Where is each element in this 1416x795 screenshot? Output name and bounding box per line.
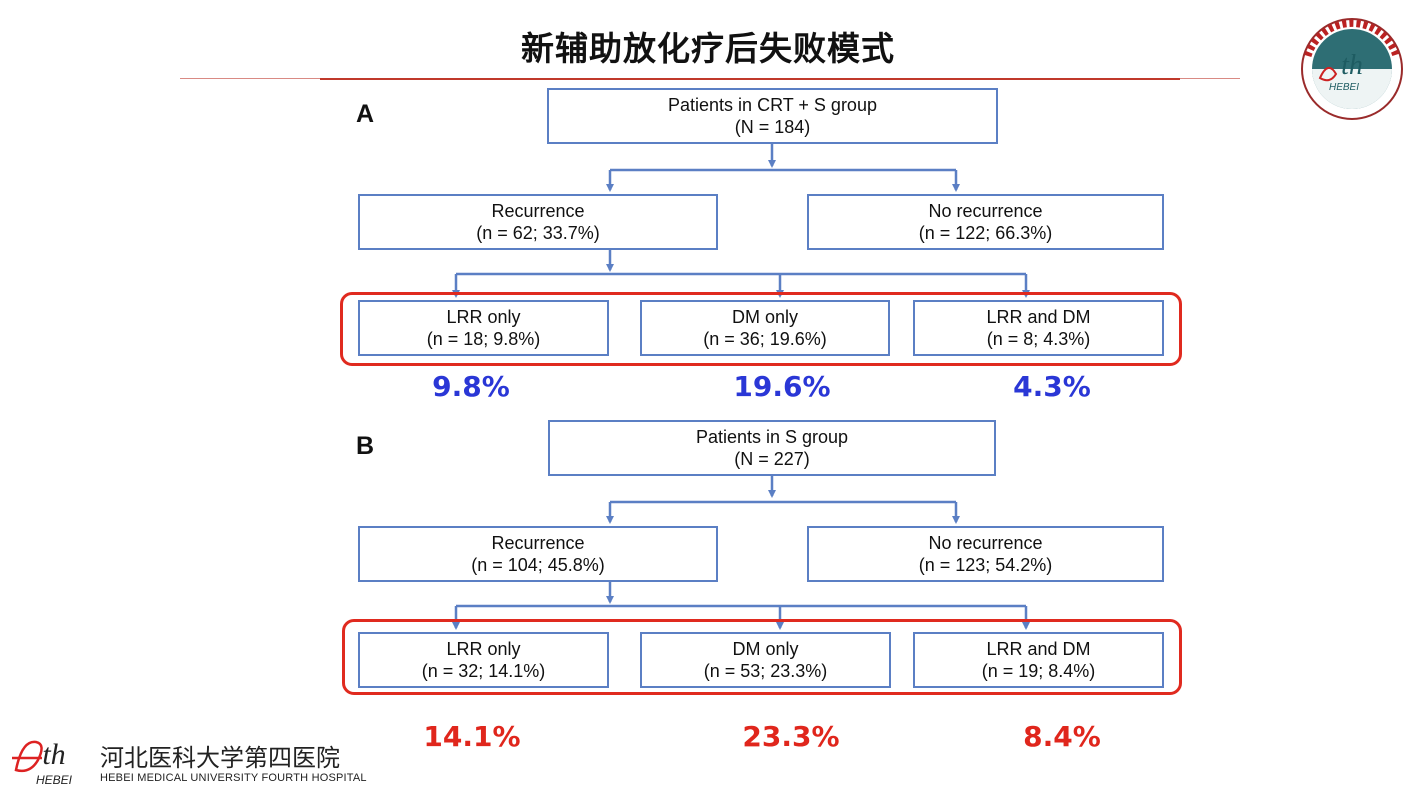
panel-a-lrr-node: LRR only (n = 18; 9.8%) <box>358 300 609 356</box>
node-line-2: (n = 123; 54.2%) <box>918 555 1053 575</box>
panel-b-callout-lrr: 14.1% <box>423 720 521 753</box>
panel-b-callout-dm: 23.3% <box>742 720 840 753</box>
node-line-1: LRR only <box>446 307 521 327</box>
panel-b-both-node: LRR and DM (n = 19; 8.4%) <box>913 632 1164 688</box>
node-line-1: Patients in CRT + S group <box>668 95 877 115</box>
title-rule-left <box>180 78 320 79</box>
panel-b-letter: B <box>356 432 375 460</box>
panel-b-lrr-node: LRR only (n = 32; 14.1%) <box>358 632 609 688</box>
node-line-1: Recurrence <box>491 201 585 221</box>
svg-text:HEBEI: HEBEI <box>36 773 73 787</box>
panel-a-callout-both: 4.3% <box>1013 370 1091 403</box>
panel-a-root-node: Patients in CRT + S group (N = 184) <box>547 88 998 144</box>
panel-a-callout-dm: 19.6% <box>733 370 831 403</box>
node-line-2: (N = 184) <box>734 117 811 137</box>
node-line-2: (N = 227) <box>734 449 810 469</box>
node-line-1: No recurrence <box>928 201 1043 221</box>
node-line-1: Patients in S group <box>695 427 849 447</box>
hospital-logo-icon: th HEBEI <box>12 738 73 787</box>
panel-b-no-recurrence-node: No recurrence (n = 123; 54.2%) <box>807 526 1164 582</box>
panel-b-callout-both: 8.4% <box>1023 720 1101 753</box>
node-line-2: (n = 18; 9.8%) <box>426 329 541 349</box>
panel-a-dm-node: DM only (n = 36; 19.6%) <box>640 300 890 356</box>
panel-a-highlight-frame <box>340 292 1182 366</box>
panel-a-letter: A <box>356 100 375 128</box>
panel-a-no-recurrence-node: No recurrence (n = 122; 66.3%) <box>807 194 1164 250</box>
svg-text:th: th <box>1341 50 1363 81</box>
node-line-1: LRR and DM <box>986 307 1091 327</box>
node-line-1: Recurrence <box>491 533 585 553</box>
hospital-seal-icon: th HEBEI <box>1301 18 1403 120</box>
node-line-2: (n = 104; 45.8%) <box>471 555 605 575</box>
node-line-1: DM only <box>732 639 799 659</box>
svg-text:th: th <box>42 738 65 771</box>
hospital-name-en: HEBEI MEDICAL UNIVERSITY FOURTH HOSPITAL <box>100 772 367 784</box>
panel-a-recurrence-node: Recurrence (n = 62; 33.7%) <box>358 194 718 250</box>
svg-text:HEBEI: HEBEI <box>1329 82 1359 93</box>
node-line-2: (n = 122; 66.3%) <box>918 223 1053 243</box>
slide-title: 新辅助放化疗后失败模式 <box>521 29 895 68</box>
panel-b-dm-node: DM only (n = 53; 23.3%) <box>640 632 891 688</box>
panel-b-root-node: Patients in S group (N = 227) <box>548 420 996 476</box>
title-rule-right <box>1180 78 1240 79</box>
node-line-2: (n = 19; 8.4%) <box>981 661 1096 681</box>
node-line-1: DM only <box>731 307 798 327</box>
panel-a-both-node: LRR and DM (n = 8; 4.3%) <box>913 300 1164 356</box>
panel-b-highlight-frame <box>342 619 1182 695</box>
node-line-2: (n = 32; 14.1%) <box>421 661 546 681</box>
node-line-2: (n = 62; 33.7%) <box>476 223 600 243</box>
node-line-2: (n = 36; 19.6%) <box>703 329 827 349</box>
panel-a-callout-lrr: 9.8% <box>432 370 510 403</box>
node-line-2: (n = 53; 23.3%) <box>703 661 828 681</box>
title-rule <box>320 78 1180 80</box>
node-line-2: (n = 8; 4.3%) <box>986 329 1091 349</box>
node-line-1: LRR and DM <box>986 639 1091 659</box>
hospital-name-cn: 河北医科大学第四医院 <box>100 744 340 772</box>
panel-b-recurrence-node: Recurrence (n = 104; 45.8%) <box>358 526 718 582</box>
node-line-1: LRR only <box>446 639 521 659</box>
node-line-1: No recurrence <box>928 533 1043 553</box>
